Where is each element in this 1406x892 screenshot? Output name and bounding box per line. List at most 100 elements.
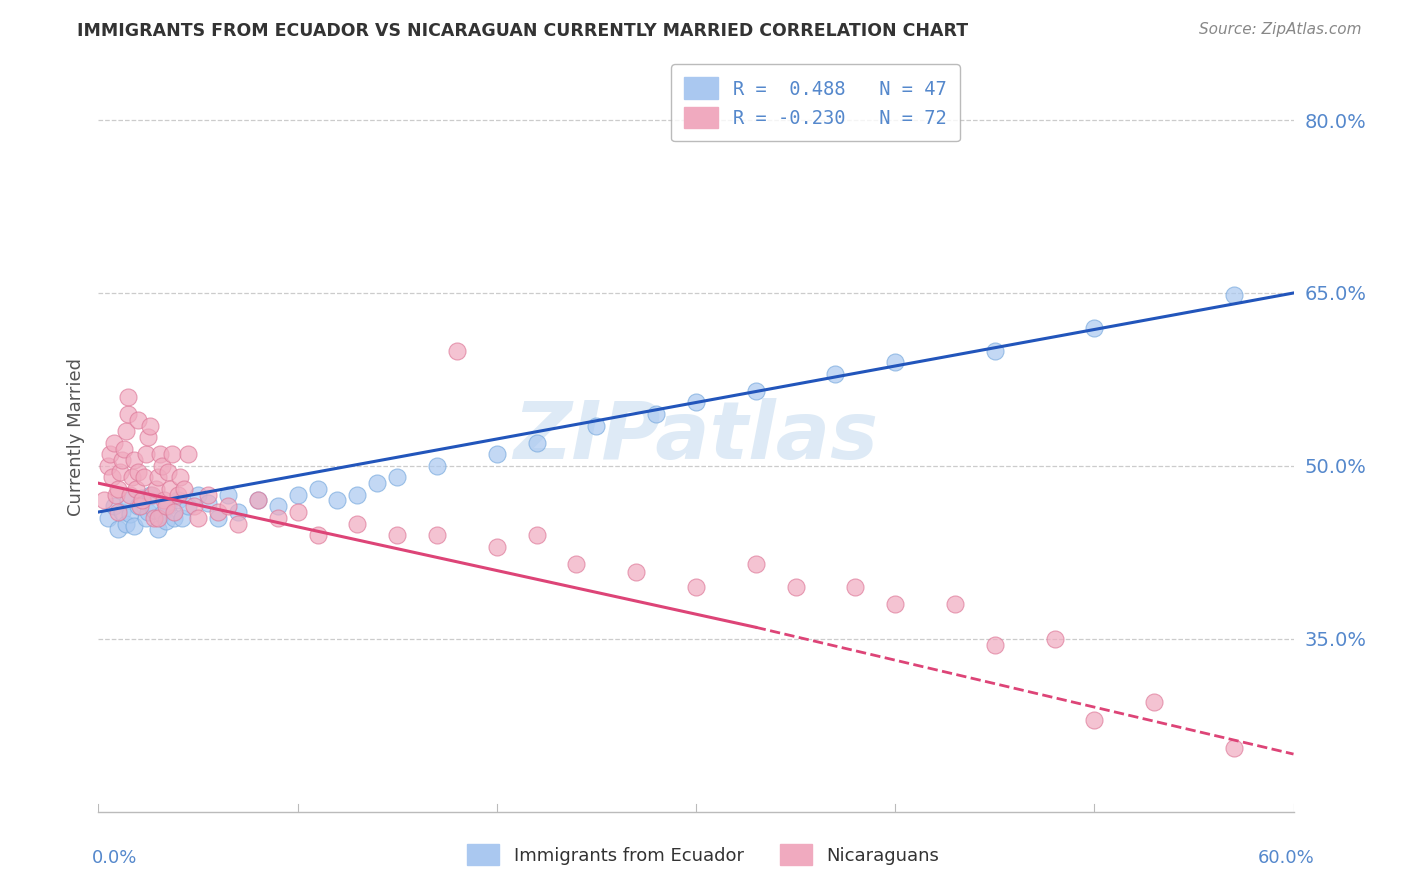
Point [107, 522, 129, 536]
Point [143, 510, 166, 524]
Point [148, 510, 170, 524]
Point [150, 458, 173, 473]
Point [426, 528, 449, 542]
Point [124, 453, 146, 467]
Point [131, 493, 153, 508]
Point [226, 516, 249, 531]
Point [127, 465, 149, 479]
Point [1223, 288, 1246, 302]
Point [107, 482, 129, 496]
Point [103, 435, 125, 450]
Point [685, 580, 707, 594]
Point [246, 493, 269, 508]
Y-axis label: Currently Married: Currently Married [66, 358, 84, 516]
Point [110, 465, 132, 479]
Point [155, 500, 177, 514]
Point [97, 458, 120, 473]
Text: IMMIGRANTS FROM ECUADOR VS NICARAGUAN CURRENTLY MARRIED CORRELATION CHART: IMMIGRANTS FROM ECUADOR VS NICARAGUAN CU… [77, 22, 969, 40]
Point [120, 488, 142, 502]
Point [385, 528, 409, 542]
Point [107, 505, 129, 519]
Point [167, 493, 190, 508]
Point [145, 482, 167, 496]
Point [287, 505, 309, 519]
Point [1043, 632, 1066, 646]
Point [346, 516, 368, 531]
Point [884, 597, 907, 611]
Point [139, 418, 162, 433]
Point [103, 500, 125, 514]
Text: 0.0%: 0.0% [91, 849, 136, 867]
Point [163, 505, 186, 519]
Point [153, 493, 176, 508]
Point [307, 528, 329, 542]
Point [157, 500, 180, 514]
Point [197, 496, 219, 510]
Point [127, 500, 149, 514]
Point [984, 638, 1007, 652]
Point [1223, 741, 1246, 756]
Point [93, 493, 115, 508]
Point [307, 482, 329, 496]
Point [446, 343, 468, 358]
Point [485, 447, 508, 461]
Point [115, 425, 138, 439]
Point [645, 407, 668, 421]
Point [124, 519, 146, 533]
Point [226, 505, 249, 519]
Point [136, 505, 159, 519]
Point [169, 470, 191, 484]
Text: 60.0%: 60.0% [1258, 849, 1315, 867]
Point [187, 488, 209, 502]
Point [177, 447, 200, 461]
Point [785, 580, 807, 594]
Point [111, 453, 134, 467]
Point [141, 488, 163, 502]
Point [125, 482, 148, 496]
Point [121, 470, 143, 484]
Point [267, 500, 290, 514]
Point [97, 510, 120, 524]
Point [148, 522, 170, 536]
Point [159, 482, 181, 496]
Point [157, 465, 180, 479]
Point [685, 395, 707, 409]
Point [1083, 713, 1105, 727]
Point [1083, 320, 1105, 334]
Point [385, 470, 409, 484]
Point [143, 502, 166, 516]
Point [745, 557, 768, 571]
Point [167, 488, 190, 502]
Point [115, 516, 138, 531]
Point [943, 597, 966, 611]
Point [177, 500, 200, 514]
Point [129, 500, 152, 514]
Point [984, 343, 1007, 358]
Point [366, 476, 388, 491]
Point [134, 470, 156, 484]
Point [101, 470, 124, 484]
Point [148, 470, 170, 484]
Point [136, 430, 159, 444]
Point [120, 508, 142, 522]
Point [326, 493, 349, 508]
Point [135, 447, 157, 461]
Point [207, 505, 229, 519]
Point [105, 488, 128, 502]
Point [745, 384, 768, 398]
Point [149, 447, 172, 461]
Point [131, 491, 153, 505]
Point [172, 510, 194, 524]
Point [1143, 695, 1166, 709]
Point [217, 488, 239, 502]
Point [207, 510, 229, 524]
Legend: R =  0.488   N = 47, R = -0.230   N = 72: R = 0.488 N = 47, R = -0.230 N = 72 [671, 64, 960, 142]
Point [585, 418, 607, 433]
Point [117, 493, 139, 508]
Point [844, 580, 866, 594]
Point [197, 488, 219, 502]
Legend: Immigrants from Ecuador, Nicaraguans: Immigrants from Ecuador, Nicaraguans [460, 837, 946, 872]
Point [112, 442, 135, 456]
Point [139, 488, 162, 502]
Point [98, 447, 122, 461]
